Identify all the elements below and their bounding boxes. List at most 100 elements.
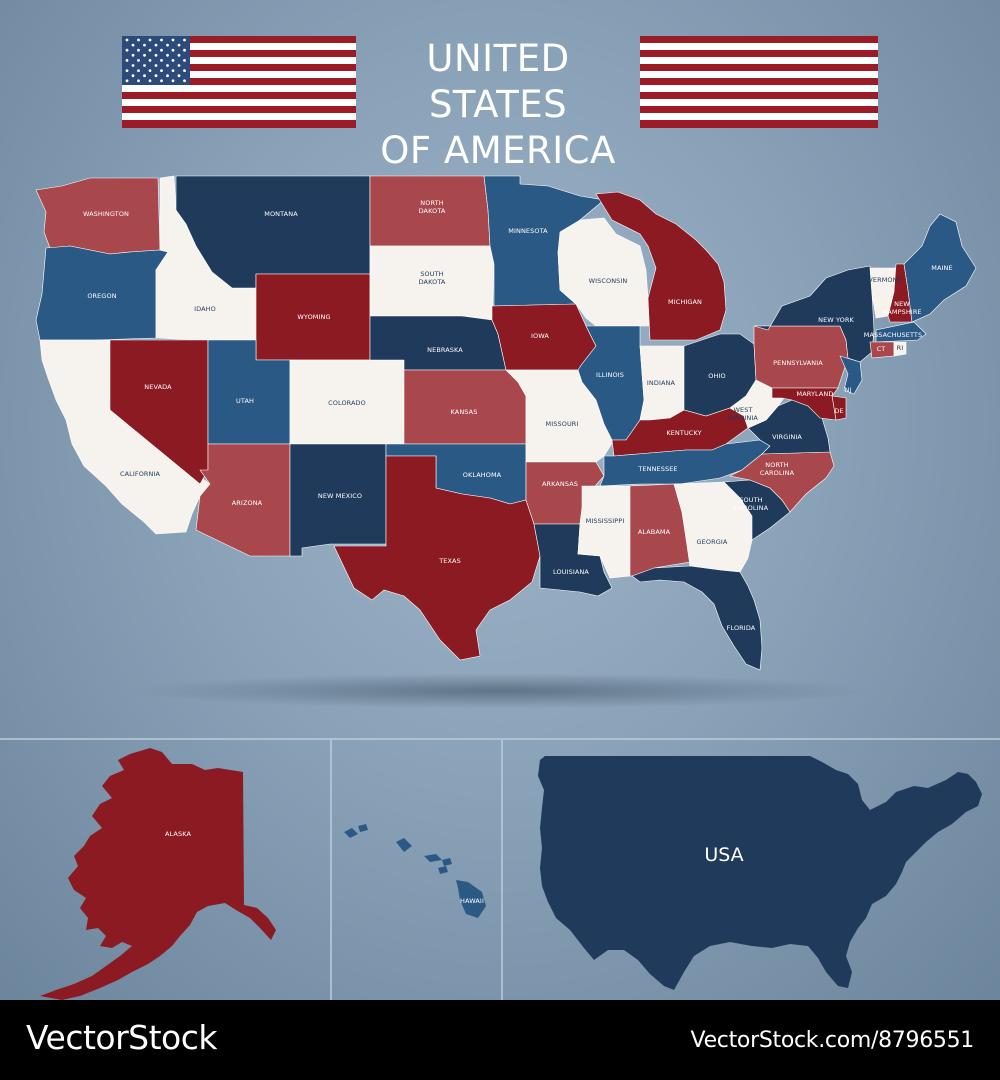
label-ri: RI [897, 344, 904, 352]
flag-star [160, 38, 163, 42]
label-maryland: MARYLAND [796, 390, 833, 398]
flag-star [143, 53, 146, 57]
flag-star [131, 43, 135, 47]
flag-star [137, 48, 140, 52]
flag-star [154, 64, 158, 67]
label-wyoming: WYOMING [297, 313, 330, 321]
label-iowa: IOWA [531, 332, 549, 340]
label-georgia: GEORGIA [697, 538, 728, 546]
flag-star [160, 79, 163, 83]
flag-star [131, 74, 135, 78]
label-colorado: COLORADO [328, 399, 366, 407]
state-massachusetts[interactable] [875, 321, 927, 343]
flag-star [125, 79, 129, 83]
state-nj[interactable] [839, 355, 863, 395]
label-wisconsin: WISCONSIN [589, 277, 628, 285]
label-virginia: VIRGINIA [772, 433, 802, 441]
flag-star [148, 79, 152, 83]
label-vermont: VERMONT [868, 276, 901, 284]
label-ohio: OHIO [708, 372, 725, 380]
inset-divider-1 [330, 740, 332, 1000]
stripes-right [640, 36, 878, 128]
label-pennsylvania: PENNSYLVANIA [773, 359, 823, 367]
flag-star [148, 59, 152, 62]
label-arizona: ARIZONA [232, 499, 263, 507]
state-ri[interactable] [893, 341, 907, 357]
flag-star [160, 69, 163, 72]
flag-star [131, 53, 135, 57]
label-washington: WASHINGTON [83, 210, 129, 218]
flag-star [171, 69, 175, 72]
label-maine: MAINE [931, 264, 952, 272]
label-louisiana: LOUISIANA [553, 568, 589, 576]
page-title: UNITED STATES OF AMERICA [356, 36, 640, 174]
flag-star [183, 79, 186, 83]
flag-star [171, 48, 175, 52]
flag-star [166, 74, 169, 78]
map-shadow [130, 673, 870, 709]
flag-star [143, 64, 146, 67]
label-oklahoma: OKLAHOMA [463, 471, 502, 479]
map-canvas: UNITED STATES OF AMERICA WASHINGTON OREGO… [0, 0, 1000, 1000]
flag-star [160, 59, 163, 62]
us-flag-left [122, 36, 356, 128]
label-alabama: ALABAMA [638, 528, 671, 536]
state-texas[interactable] [333, 455, 541, 661]
state-new-mexico[interactable] [289, 443, 387, 557]
flag-star [154, 53, 158, 57]
flag-star [183, 69, 186, 72]
label-north-dakota: NORTH DAKOTA [419, 199, 446, 215]
state-new-york[interactable] [753, 265, 875, 363]
label-florida: FLORIDA [727, 624, 756, 632]
label-alaska: ALASKA [165, 830, 191, 838]
flag-star [171, 59, 175, 62]
flag-star [137, 79, 140, 83]
flag-star [154, 43, 158, 47]
label-hawaii: HAWAII [460, 897, 484, 905]
usa-silhouette[interactable] [538, 756, 982, 990]
brand-logo: VectorStock [26, 1018, 218, 1057]
label-michigan: MICHIGAN [668, 298, 702, 306]
label-indiana: INDIANA [647, 379, 676, 387]
state-nevada[interactable] [109, 339, 209, 485]
state-florida[interactable] [631, 565, 763, 671]
label-utah: UTAH [236, 397, 254, 405]
flag-star [166, 64, 169, 67]
flag-star [137, 69, 140, 72]
state-michigan[interactable] [595, 191, 727, 341]
state-maryland[interactable] [771, 387, 839, 421]
label-nj: NJ [845, 386, 852, 394]
inset-divider-2 [501, 740, 503, 1000]
label-new-york: NEW YORK [818, 316, 854, 324]
inset-divider-horizontal [0, 738, 1000, 740]
label-new-hampshire: NEW HAMPSHIRE [882, 300, 921, 316]
image-credit: VectorStock.com/8796551 [690, 1028, 975, 1053]
label-ct: CT [877, 345, 886, 353]
state-pennsylvania[interactable] [753, 325, 849, 389]
label-massachusetts: MASSACHUSETTS [864, 331, 922, 339]
flag-star [148, 38, 152, 42]
flag-star [183, 48, 186, 52]
state-kansas[interactable] [403, 369, 527, 445]
flag-star [171, 38, 175, 42]
label-missouri: MISSOURI [546, 420, 579, 428]
label-illinois: ILLINOIS [596, 371, 624, 379]
flag-star [137, 38, 140, 42]
label-california: CALIFORNIA [120, 470, 161, 478]
flag-star [148, 69, 152, 72]
label-texas: TEXAS [438, 557, 461, 565]
flag-star [125, 69, 129, 72]
label-kansas: KANSAS [451, 408, 478, 416]
state-hawaii[interactable] [344, 824, 486, 918]
flag-star [166, 43, 169, 47]
flag-star [125, 48, 129, 52]
state-alaska[interactable] [40, 748, 276, 1000]
label-south-carolina: SOUTH CAROLINA [734, 496, 769, 512]
label-new-mexico: NEW MEXICO [318, 492, 362, 500]
flag-star [183, 59, 186, 62]
flag-star [160, 48, 163, 52]
state-maine[interactable] [903, 213, 977, 323]
inset-maps: ALASKA HAWAII USA [40, 748, 982, 1000]
contiguous-us-map: WASHINGTON OREGON CALIFORNIA IDAHO NEVADA MON… [35, 175, 977, 671]
flag-star [171, 79, 175, 83]
